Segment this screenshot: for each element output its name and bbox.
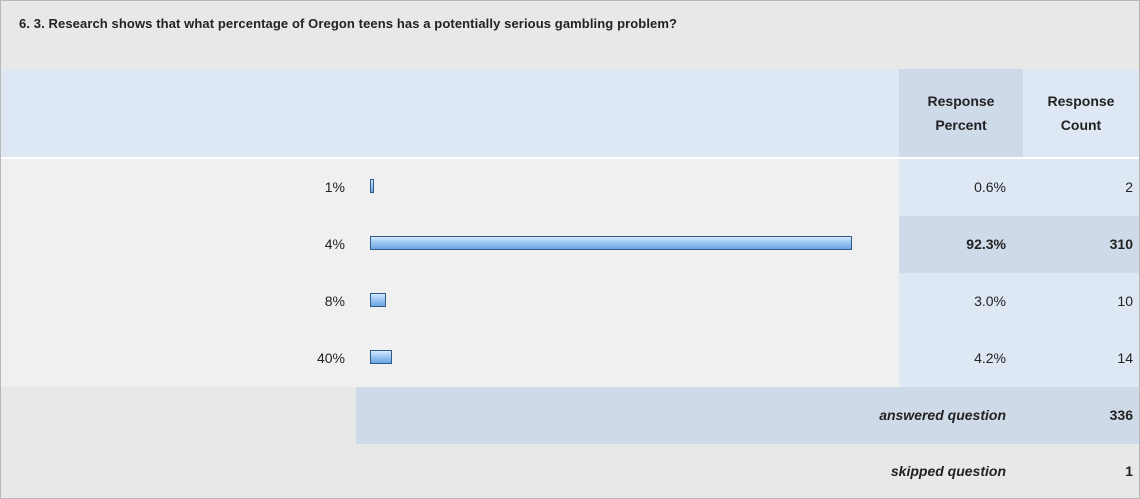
header-response-count: Response Count [1023,69,1139,157]
response-count-value: 14 [1023,330,1139,387]
skipped-question-value: 1 [1023,444,1139,498]
answer-label: 4% [324,236,345,252]
response-count-value: 310 [1023,216,1139,273]
answer-label: 1% [324,179,345,195]
response-percent-value: 4.2% [899,330,1023,387]
answer-row-1: 4% [1,216,899,273]
response-percent-value: 0.6% [899,159,1023,216]
bar-0 [370,179,374,193]
bar-1 [370,236,852,250]
skipped-question-label: skipped question [1,444,1023,498]
header-percent-line1: Response [927,93,995,109]
response-percent-value: 92.3% [899,216,1023,273]
bar-2 [370,293,386,307]
response-percent-value: 3.0% [899,273,1023,330]
header-count-line2: Count [1060,117,1102,133]
header-spacer [1,69,899,157]
question-title: 6. 3. Research shows that what percentag… [1,1,1139,69]
answered-question-value: 336 [1023,387,1139,444]
bar-3 [370,350,392,364]
header-count-line1: Response [1047,93,1115,109]
header-response-percent: Response Percent [899,69,1023,157]
answer-label: 8% [324,293,345,309]
footer-spacer-answered [1,387,356,444]
response-count-value: 2 [1023,159,1139,216]
answer-row-0: 1% [1,159,899,216]
answer-label: 40% [316,350,345,366]
answer-row-2: 8% [1,273,899,330]
answered-question-label: answered question [356,387,1023,444]
response-count-value: 10 [1023,273,1139,330]
answer-row-3: 40% [1,330,899,387]
header-percent-line2: Percent [935,117,987,133]
